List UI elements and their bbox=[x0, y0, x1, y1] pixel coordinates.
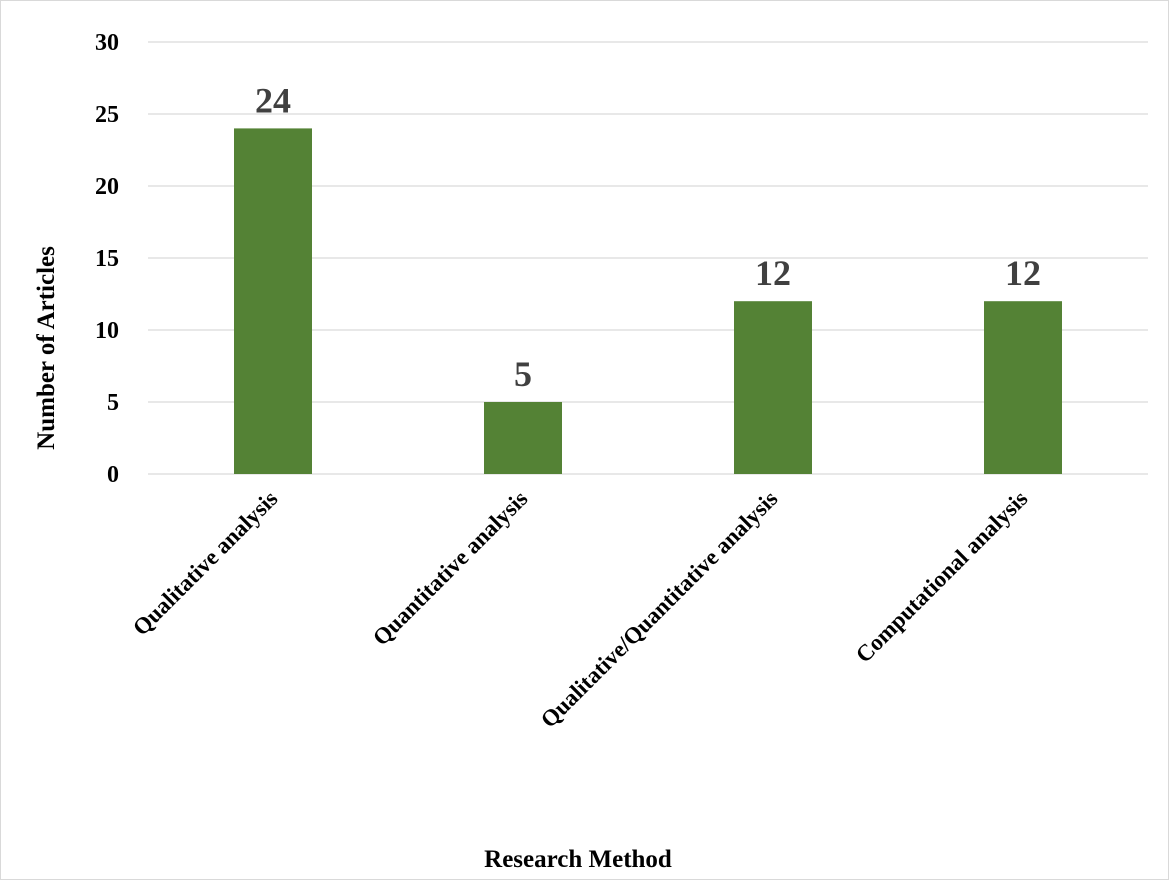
y-axis-title: Number of Articles bbox=[33, 246, 60, 450]
y-tick-label: 15 bbox=[95, 246, 119, 272]
data-label: 12 bbox=[1005, 253, 1041, 293]
x-category-label: Qualitative/Quantitative analysis bbox=[536, 486, 783, 733]
bars bbox=[234, 128, 1062, 474]
y-tick-label: 5 bbox=[107, 390, 119, 416]
y-tick-label: 25 bbox=[95, 102, 119, 128]
x-category-label: Qualitative analysis bbox=[128, 486, 283, 641]
y-tick-label: 0 bbox=[107, 462, 119, 488]
data-label: 5 bbox=[514, 354, 532, 394]
bar bbox=[734, 301, 812, 474]
y-axis-ticks: 0 5 10 15 20 25 30 bbox=[95, 30, 119, 488]
data-labels: 24 5 12 12 bbox=[255, 80, 1041, 394]
bar bbox=[484, 402, 562, 474]
x-category-label: Quantitative analysis bbox=[368, 486, 533, 651]
y-tick-label: 20 bbox=[95, 174, 119, 200]
gridlines bbox=[148, 41, 1148, 475]
y-tick-label: 30 bbox=[95, 30, 119, 56]
data-label: 24 bbox=[255, 80, 291, 120]
data-label: 12 bbox=[755, 253, 791, 293]
x-axis-categories: Qualitative analysis Quantitative analysi… bbox=[128, 486, 1033, 733]
x-axis-title: Research Method bbox=[484, 846, 672, 873]
x-category-label: Computational analysis bbox=[851, 486, 1033, 668]
y-tick-label: 10 bbox=[95, 318, 119, 344]
bar bbox=[984, 301, 1062, 474]
bar bbox=[234, 128, 312, 474]
